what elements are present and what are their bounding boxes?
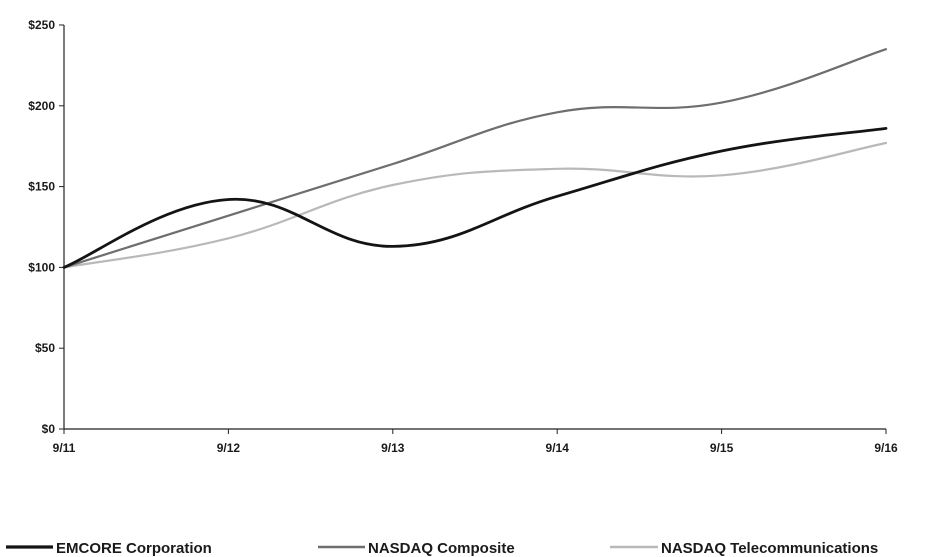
x-tick-label: 9/11 xyxy=(53,441,76,455)
legend-label-nasdaq-telecommunications: NASDAQ Telecommunications xyxy=(661,540,878,557)
x-tick-label: 9/12 xyxy=(217,441,241,455)
legend-label-nasdaq-composite: NASDAQ Composite xyxy=(368,540,515,557)
y-tick-label: $150 xyxy=(28,180,55,194)
legend-label-emcore-corporation: EMCORE Corporation xyxy=(56,540,212,557)
x-tick-label: 9/14 xyxy=(546,441,570,455)
series-line-emcore-corporation xyxy=(62,127,888,269)
y-tick-label: $50 xyxy=(35,341,55,355)
series-line-nasdaq-telecommunications xyxy=(62,141,888,269)
series-lines xyxy=(62,48,888,269)
x-axis: 9/11 9/12 9/13 9/14 9/15 9/16 xyxy=(53,428,898,455)
y-tick-label: $200 xyxy=(28,99,55,113)
y-axis: $0 $50 $100 $150 $200 $250 xyxy=(28,18,65,436)
y-tick-label: $100 xyxy=(28,260,55,274)
y-tick-label: $0 xyxy=(42,422,56,436)
x-tick-label: 9/16 xyxy=(874,441,898,455)
x-tick-label: 9/13 xyxy=(381,441,405,455)
x-tick-label: 9/15 xyxy=(710,441,734,455)
y-tick-label: $250 xyxy=(28,18,55,32)
legend: EMCORE Corporation NASDAQ Composite NASDAQ… xyxy=(6,540,878,557)
series-line-nasdaq-composite xyxy=(62,48,888,269)
